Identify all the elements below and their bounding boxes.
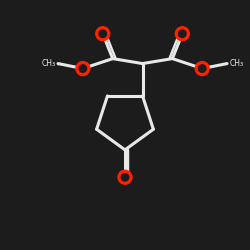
Circle shape: [175, 27, 189, 41]
Circle shape: [121, 174, 129, 181]
Circle shape: [198, 65, 206, 72]
Circle shape: [178, 30, 186, 38]
Circle shape: [76, 62, 90, 76]
Text: CH₃: CH₃: [230, 59, 244, 68]
Circle shape: [99, 30, 106, 38]
Circle shape: [195, 62, 209, 76]
Circle shape: [118, 170, 132, 184]
Circle shape: [96, 27, 110, 41]
Text: CH₃: CH₃: [42, 59, 56, 68]
Circle shape: [79, 65, 86, 72]
